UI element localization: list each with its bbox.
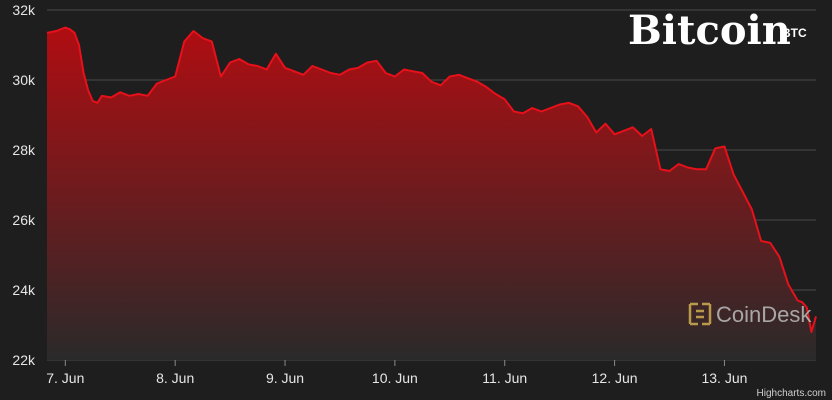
x-tick-label: 7. Jun — [46, 370, 84, 386]
watermark-text: CoinDesk — [716, 302, 812, 327]
y-tick-label: 28k — [12, 142, 36, 158]
y-tick-label: 32k — [12, 2, 36, 18]
x-tick-label: 13. Jun — [701, 370, 747, 386]
x-tick-label: 9. Jun — [266, 370, 304, 386]
price-line — [46, 26, 817, 333]
x-tick-label: 11. Jun — [482, 370, 527, 386]
y-axis-labels: 22k 24k 26k 28k 30k 32k — [12, 2, 36, 368]
price-area — [47, 27, 816, 360]
chart-title: Bitcoin — [628, 7, 791, 54]
y-tick-label: 22k — [12, 352, 36, 368]
credits-link[interactable]: Highcharts.com — [757, 388, 826, 399]
coindesk-watermark: CoinDesk — [688, 302, 812, 327]
x-axis-labels: 7. Jun 8. Jun 9. Jun 10. Jun 11. Jun 12. Jun 1… — [46, 360, 747, 386]
coindesk-logo-icon — [688, 302, 712, 326]
x-tick-label: 8. Jun — [156, 370, 194, 386]
y-tick-label: 24k — [12, 282, 36, 298]
x-tick-label: 12. Jun — [592, 370, 638, 386]
chart-subtitle: BTC — [782, 26, 807, 40]
x-tick-label: 10. Jun — [372, 370, 418, 386]
y-tick-label: 30k — [12, 72, 36, 88]
y-tick-label: 26k — [12, 212, 36, 228]
